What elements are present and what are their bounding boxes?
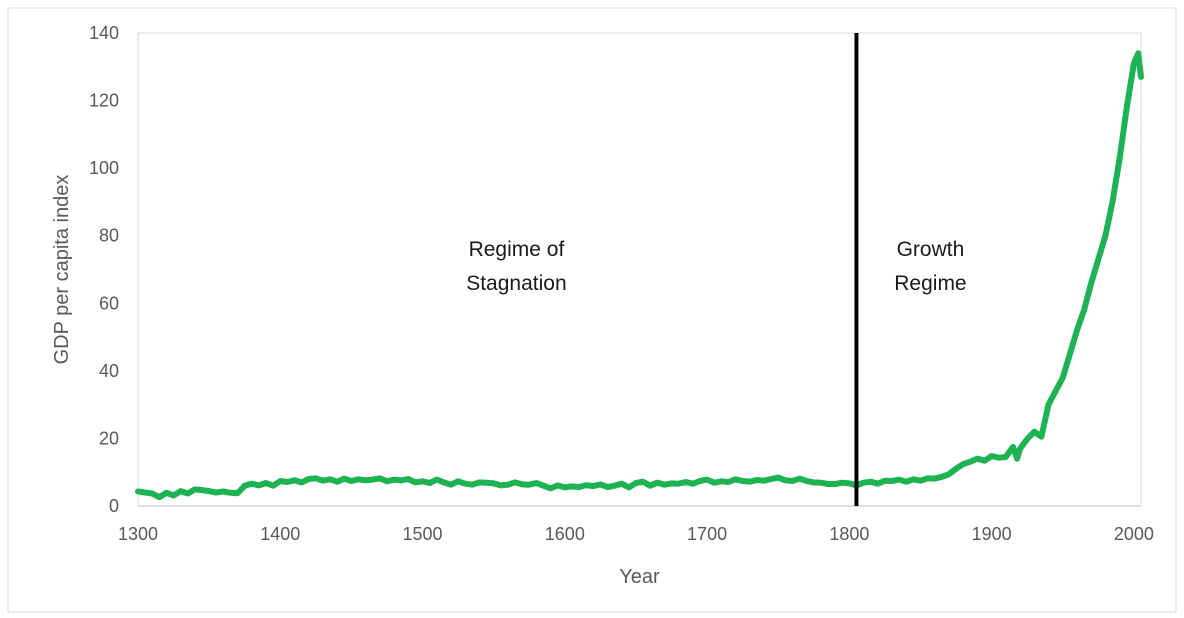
x-tick-label: 1300 [118, 524, 158, 544]
x-tick-label: 1700 [687, 524, 727, 544]
x-tick-label: 1400 [260, 524, 300, 544]
y-tick-label: 60 [99, 293, 119, 313]
y-axis-title: GDP per capita index [51, 175, 73, 365]
y-tick-label: 20 [99, 428, 119, 448]
series-line-0 [135, 50, 1144, 501]
annotation-text: Regime of [469, 238, 565, 261]
chart-frame [7, 7, 1177, 613]
y-tick-label: 0 [109, 496, 119, 516]
x-axis-title: Year [619, 566, 660, 588]
y-tick-label: 140 [89, 23, 119, 43]
x-tick-label: 1800 [829, 524, 869, 544]
y-tick-label: 80 [99, 226, 119, 246]
annotation-text: Regime [894, 272, 966, 295]
x-tick-label: 1900 [972, 524, 1012, 544]
annotation-text: Growth [897, 238, 965, 261]
y-tick-label: 40 [99, 361, 119, 381]
x-tick-label: 2000 [1114, 524, 1154, 544]
y-tick-label: 120 [89, 91, 119, 111]
y-tick-label: 100 [89, 158, 119, 178]
x-tick-label: 1600 [545, 524, 585, 544]
annotation-text: Stagnation [466, 272, 566, 295]
x-tick-label: 1500 [403, 524, 443, 544]
